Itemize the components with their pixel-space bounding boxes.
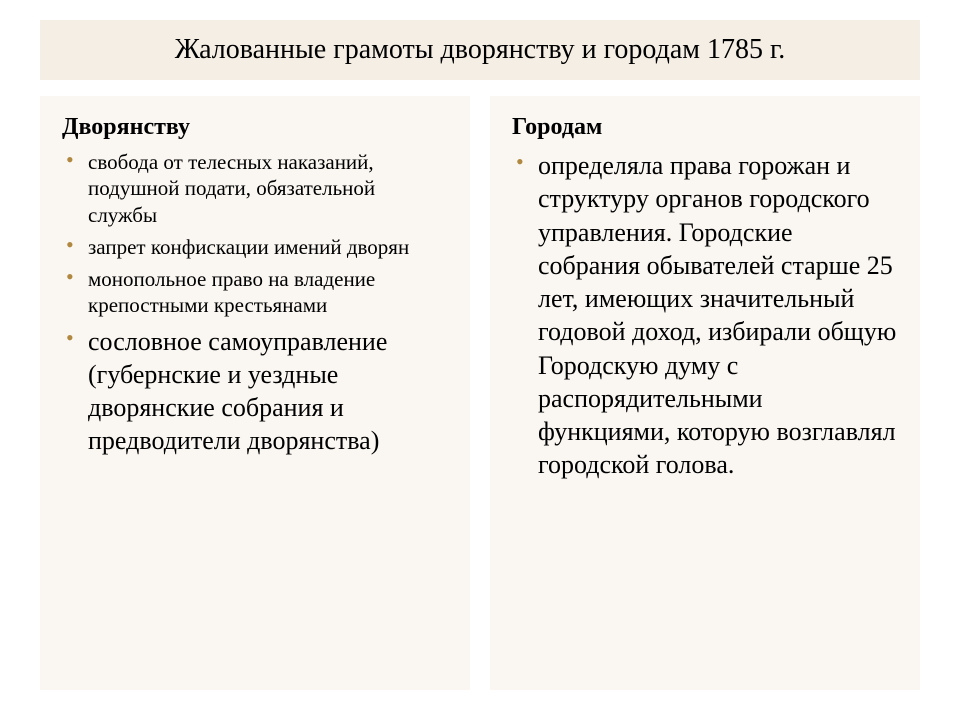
list-item-text: определяла права горожан и структуру орг… <box>538 151 896 479</box>
right-heading: Городам <box>512 114 898 141</box>
left-list: свобода от телесных наказаний, подушной … <box>62 149 448 458</box>
list-item-text: монопольное право на владение крепостным… <box>88 267 375 317</box>
list-item: монопольное право на владение крепостным… <box>62 266 448 319</box>
left-heading: Дворянству <box>62 114 448 141</box>
right-list: определяла права горожан и структуру орг… <box>512 149 898 482</box>
title-bar: Жалованные грамоты дворянству и городам … <box>40 20 920 80</box>
list-item: свобода от телесных наказаний, подушной … <box>62 149 448 228</box>
right-column: Городам определяла права горожан и струк… <box>490 96 920 690</box>
list-item: определяла права горожан и структуру орг… <box>512 149 898 482</box>
list-item-text: запрет конфискации имений дворян <box>88 235 409 259</box>
slide: Жалованные грамоты дворянству и городам … <box>0 0 960 720</box>
list-item-text: сословное самоуправление (губернские и у… <box>88 327 387 456</box>
list-item: запрет конфискации имений дворян <box>62 234 448 260</box>
list-item-text: свобода от телесных наказаний, подушной … <box>88 150 375 227</box>
left-column: Дворянству свобода от телесных наказаний… <box>40 96 470 690</box>
list-item: сословное самоуправление (губернские и у… <box>62 325 448 458</box>
page-title: Жалованные грамоты дворянству и городам … <box>60 34 900 66</box>
columns-container: Дворянству свобода от телесных наказаний… <box>40 96 920 690</box>
